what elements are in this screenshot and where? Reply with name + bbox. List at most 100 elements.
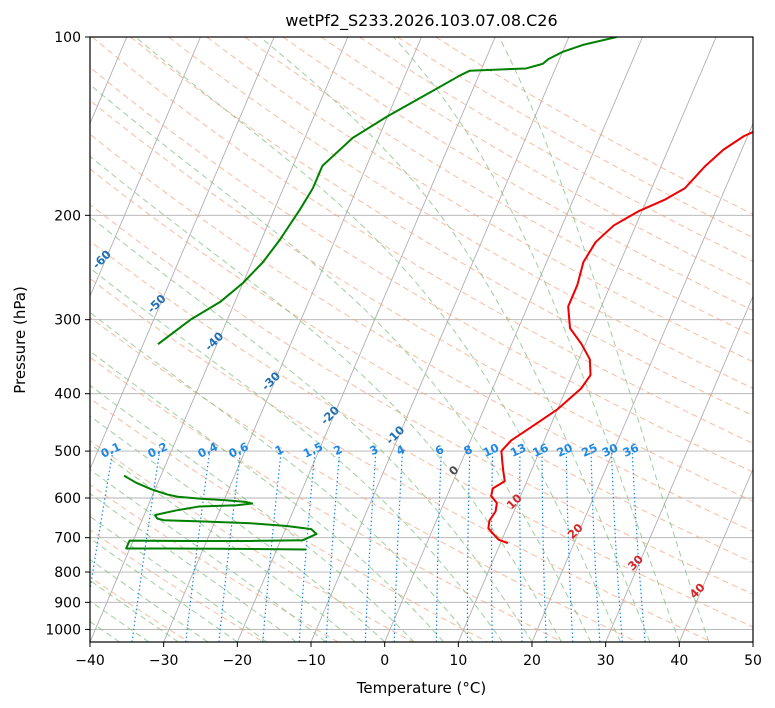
- mixing-ratio-label: 1.5: [301, 439, 325, 460]
- dry-adiabat-label: -80: [0, 166, 1, 191]
- x-tick-label: −40: [75, 653, 105, 669]
- y-tick-label: 500: [54, 444, 81, 460]
- x-tick-label: 0: [380, 653, 389, 669]
- moist-adiabat-line: [90, 155, 562, 642]
- y-tick-label: 800: [54, 565, 81, 581]
- moist-adiabat-line: [90, 515, 268, 642]
- moist-adiabat-line: [90, 267, 503, 642]
- mixing-ratio-line: [565, 451, 574, 642]
- moist-adiabat-line: [135, 37, 621, 642]
- temperature-profile-line: [487, 130, 753, 545]
- y-tick-label: 200: [54, 208, 81, 224]
- adiabat-labels: 0.10.20.40.611.52346810131620253036-100-…: [0, 166, 708, 601]
- mixing-ratio-label: 36: [620, 440, 640, 459]
- isotherm-line: [90, 37, 275, 471]
- y-axis-ticks: 100 200 300 400 500 600 700 800 900 1000: [45, 30, 90, 638]
- dry-adiabat-line: [90, 240, 753, 628]
- isotherm-line: [678, 467, 753, 642]
- dry-adiabat-line: [435, 37, 753, 215]
- y-tick-label: 400: [54, 387, 81, 403]
- dry-adiabat-line: [91, 37, 753, 445]
- dry-adiabat-line: [168, 37, 753, 389]
- mixing-ratio-line: [218, 451, 242, 642]
- x-tick-label: 30: [597, 653, 615, 669]
- moist-adiabat-line: [90, 468, 327, 642]
- mixing-ratio-label: 3: [367, 442, 380, 458]
- x-tick-label: −30: [149, 653, 179, 669]
- mixing-ratio-line: [298, 451, 316, 642]
- mixing-ratio-line: [490, 451, 494, 642]
- y-tick-label: 300: [54, 313, 81, 329]
- dewpoint-profile-line-1: [123, 474, 318, 551]
- mixing-ratio-label: 0.6: [226, 439, 250, 460]
- isotherm-line: [90, 37, 201, 298]
- isotherm-line: [457, 37, 717, 642]
- x-tick-label: 20: [523, 653, 541, 669]
- y-tick-label: 700: [54, 531, 81, 547]
- dry-adiabat-line: [90, 397, 488, 642]
- dry-adiabat-lines: [90, 37, 753, 642]
- dry-adiabat-line: [90, 168, 753, 563]
- mixing-ratio-line: [185, 451, 211, 642]
- moist-adiabat-line: [90, 216, 533, 642]
- dry-adiabat-label: -30: [259, 369, 284, 394]
- dry-adiabat-line: [90, 316, 638, 642]
- isotherm-line: [605, 295, 753, 642]
- mixing-ratio-label: 6: [433, 442, 446, 458]
- moist-adiabat-line: [90, 493, 297, 642]
- mixing-ratio-label: 13: [508, 440, 528, 459]
- dry-adiabat-line: [397, 37, 753, 239]
- plot-frame: [89, 36, 754, 643]
- x-tick-label: 10: [449, 653, 467, 669]
- moist-adiabat-lines: [90, 37, 710, 642]
- mixing-ratio-label: 10: [481, 440, 501, 459]
- plot-area: 0.10.20.40.611.52346810131620253036-100-…: [0, 37, 753, 642]
- dry-adiabat-label: -20: [318, 403, 343, 428]
- x-tick-label: −10: [296, 653, 326, 669]
- dry-adiabat-label: -50: [144, 291, 169, 316]
- pressure-grid-lines: [90, 37, 753, 630]
- y-tick-label: 600: [54, 491, 81, 507]
- y-tick-label: 100: [54, 30, 81, 46]
- mixing-ratio-lines: [90, 450, 646, 642]
- moist-adiabat-line: [90, 558, 209, 642]
- moist-adiabat-line: [259, 37, 651, 642]
- mixing-ratio-label: 0.4: [196, 439, 220, 460]
- x-axis-label: Temperature (°C): [356, 679, 486, 697]
- mixing-ratio-label: 16: [530, 440, 550, 459]
- mixing-ratio-line: [466, 451, 471, 642]
- isotherm-line: [752, 640, 753, 642]
- mixing-ratio-line: [435, 451, 442, 642]
- moist-adiabat-line: [90, 600, 150, 642]
- moist-adiabat-label: 0: [446, 463, 462, 479]
- mixing-ratio-line: [590, 451, 601, 642]
- moist-adiabat-line: [90, 350, 444, 642]
- dry-adiabat-label: -60: [89, 247, 114, 272]
- y-axis-label: Pressure (hPa): [11, 286, 29, 394]
- dry-adiabat-line: [90, 66, 753, 473]
- mixing-ratio-line: [131, 451, 161, 642]
- dry-adiabat-label: -40: [202, 329, 227, 354]
- mixing-ratio-line: [364, 451, 377, 642]
- mixing-ratio-label: 0.2: [145, 439, 169, 460]
- dry-adiabat-line: [90, 529, 264, 642]
- moist-adiabat-line: [90, 443, 356, 642]
- x-tick-label: 40: [670, 653, 688, 669]
- mixing-ratio-line: [262, 451, 282, 642]
- moist-adiabat-line: [498, 37, 710, 642]
- moist-adiabat-line: [90, 579, 179, 642]
- dry-adiabat-line: [90, 99, 753, 502]
- moist-adiabat-line: [90, 537, 238, 642]
- isotherm-line: [531, 122, 753, 642]
- y-tick-label: 1000: [45, 622, 81, 638]
- chart-title: wetPf2_S233.2026.103.07.08.C26: [285, 11, 557, 31]
- x-axis-ticks: −40 −30 −20 −10 0 10 20 30 40 50: [75, 642, 762, 669]
- mixing-ratio-label: 8: [462, 442, 475, 458]
- x-tick-label: −20: [223, 653, 253, 669]
- dry-adiabat-line: [90, 203, 753, 595]
- x-tick-label: 50: [744, 653, 762, 669]
- mixing-ratio-label: 30: [600, 440, 620, 459]
- dry-adiabat-line: [90, 356, 563, 642]
- dewpoint-profile-line-2: [157, 37, 617, 345]
